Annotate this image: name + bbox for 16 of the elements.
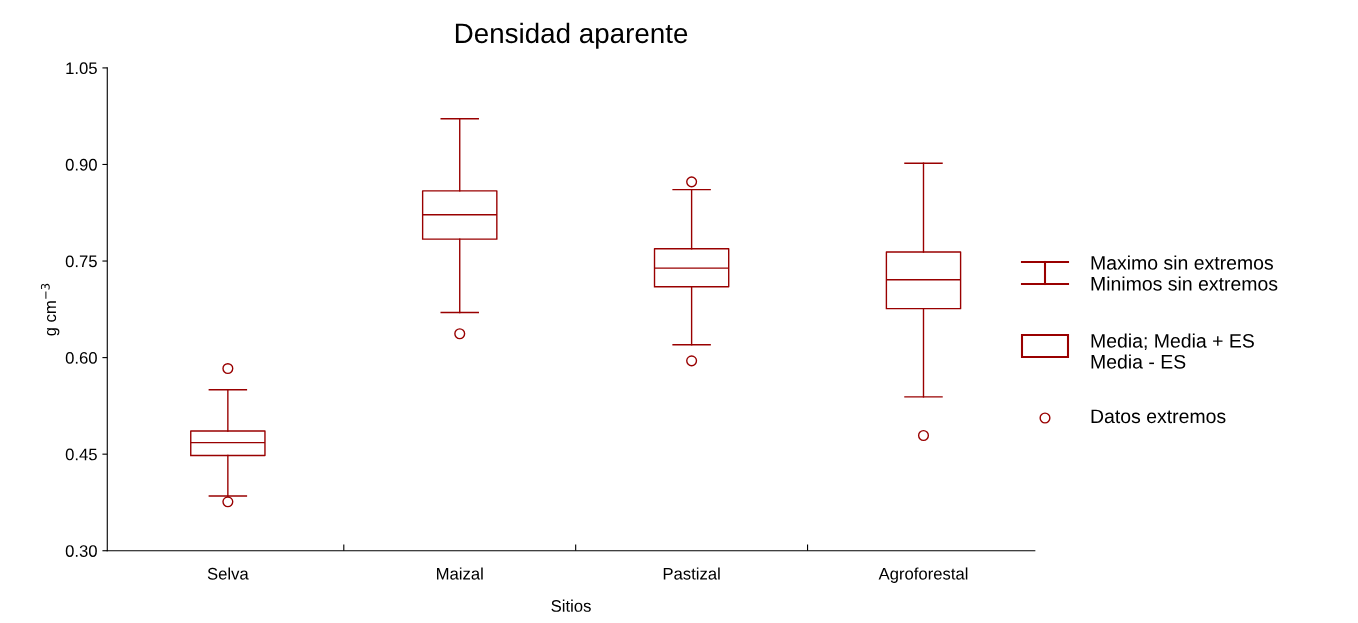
y-axis-title: g cm$^{−3}$ <box>40 283 60 336</box>
text: Datos extremos <box>1091 409 1226 424</box>
text: Media; Media + ES Media - ES <box>1091 333 1254 369</box>
x-tick-label: Pastizal <box>663 567 720 580</box>
x-tick-label: Selva <box>207 567 249 580</box>
y-tick-label: 0.45 <box>65 448 97 461</box>
y-tick-label: 0.75 <box>65 255 97 268</box>
text: Maximo sin extremos Minimos sin extremos <box>1091 255 1278 291</box>
x-tick-label: Agroforestal <box>878 567 968 583</box>
x-tick-label: Maizal <box>437 567 483 580</box>
y-tick-label: 1.05 <box>66 62 97 75</box>
y-tick-label: 0.90 <box>65 158 97 171</box>
y-tick-label: 0.30 <box>65 545 97 557</box>
x-axis-title: Sitios <box>551 599 591 612</box>
y-tick-label: 0.60 <box>65 352 97 364</box>
chart-title: Densidad aparente <box>455 22 688 49</box>
